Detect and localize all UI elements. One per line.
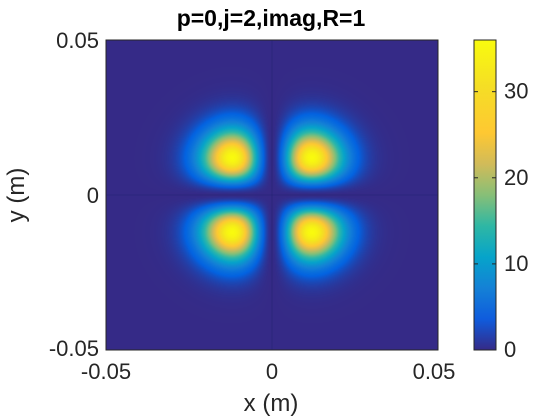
colorbar-frame	[473, 39, 497, 351]
y-tick-label-max: 0.05	[56, 28, 99, 53]
colorbar-tick-label: 20	[504, 165, 528, 190]
x-axis-label: x (m)	[244, 390, 299, 417]
x-tick-label-max: 0.05	[413, 359, 456, 384]
y-axis-label: y (m)	[3, 168, 30, 223]
colorbar-tick-label: 10	[504, 251, 528, 276]
colorbar-tick-label: 30	[504, 79, 528, 104]
colorbar: 0 10 20 30	[473, 39, 528, 362]
colorbar-fill	[474, 40, 496, 350]
y-tick-label-min: -0.05	[49, 336, 99, 361]
x-tick-label-min: -0.05	[81, 359, 131, 384]
chart-title: p=0,j=2,imag,R=1	[177, 5, 366, 31]
x-tick-label-zero: 0	[266, 359, 278, 384]
plot-area	[105, 39, 439, 351]
y-tick-label-zero: 0	[87, 183, 99, 208]
colorbar-tick-label: 0	[504, 337, 516, 362]
colorbar-ticks: 0 10 20 30	[474, 79, 528, 362]
